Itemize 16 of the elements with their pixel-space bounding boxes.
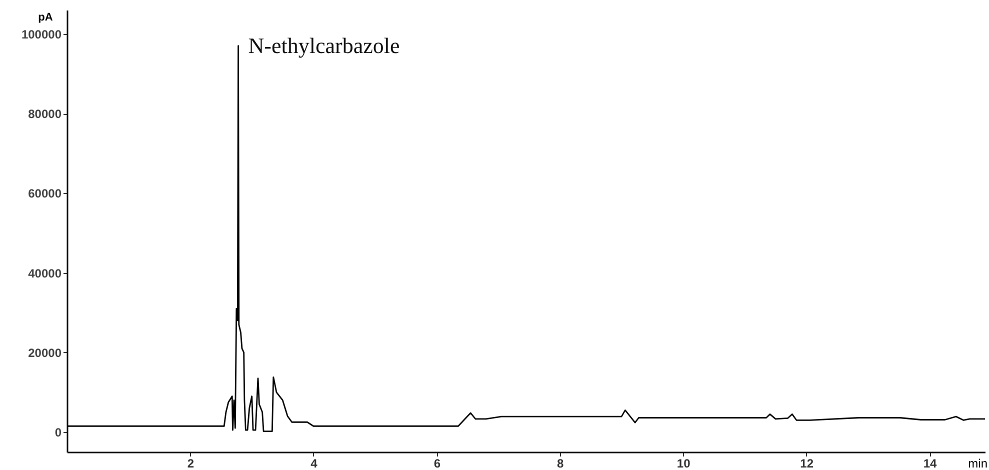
x-tick-label: 8 [557, 456, 564, 470]
annotation: N-ethylcarbazole [248, 32, 400, 58]
x-tick-label: 6 [434, 456, 441, 470]
y-tick-label: 0 [54, 426, 62, 440]
x-tick-label: 4 [310, 456, 318, 470]
x-tick-label: 10 [676, 456, 691, 470]
y-axis-title: pA [38, 12, 53, 24]
y-tick-label: 60000 [28, 186, 62, 201]
y-tick-label: 100000 [21, 27, 62, 42]
x-tick-label: 12 [800, 456, 814, 470]
y-tick-label: 20000 [28, 346, 62, 360]
x-axis-title: min [968, 456, 988, 470]
x-tick-label: 14 [923, 456, 938, 470]
y-tick-label: 40000 [28, 266, 62, 280]
y-tick-label: 80000 [28, 107, 62, 122]
x-tick-label: 2 [187, 456, 194, 470]
